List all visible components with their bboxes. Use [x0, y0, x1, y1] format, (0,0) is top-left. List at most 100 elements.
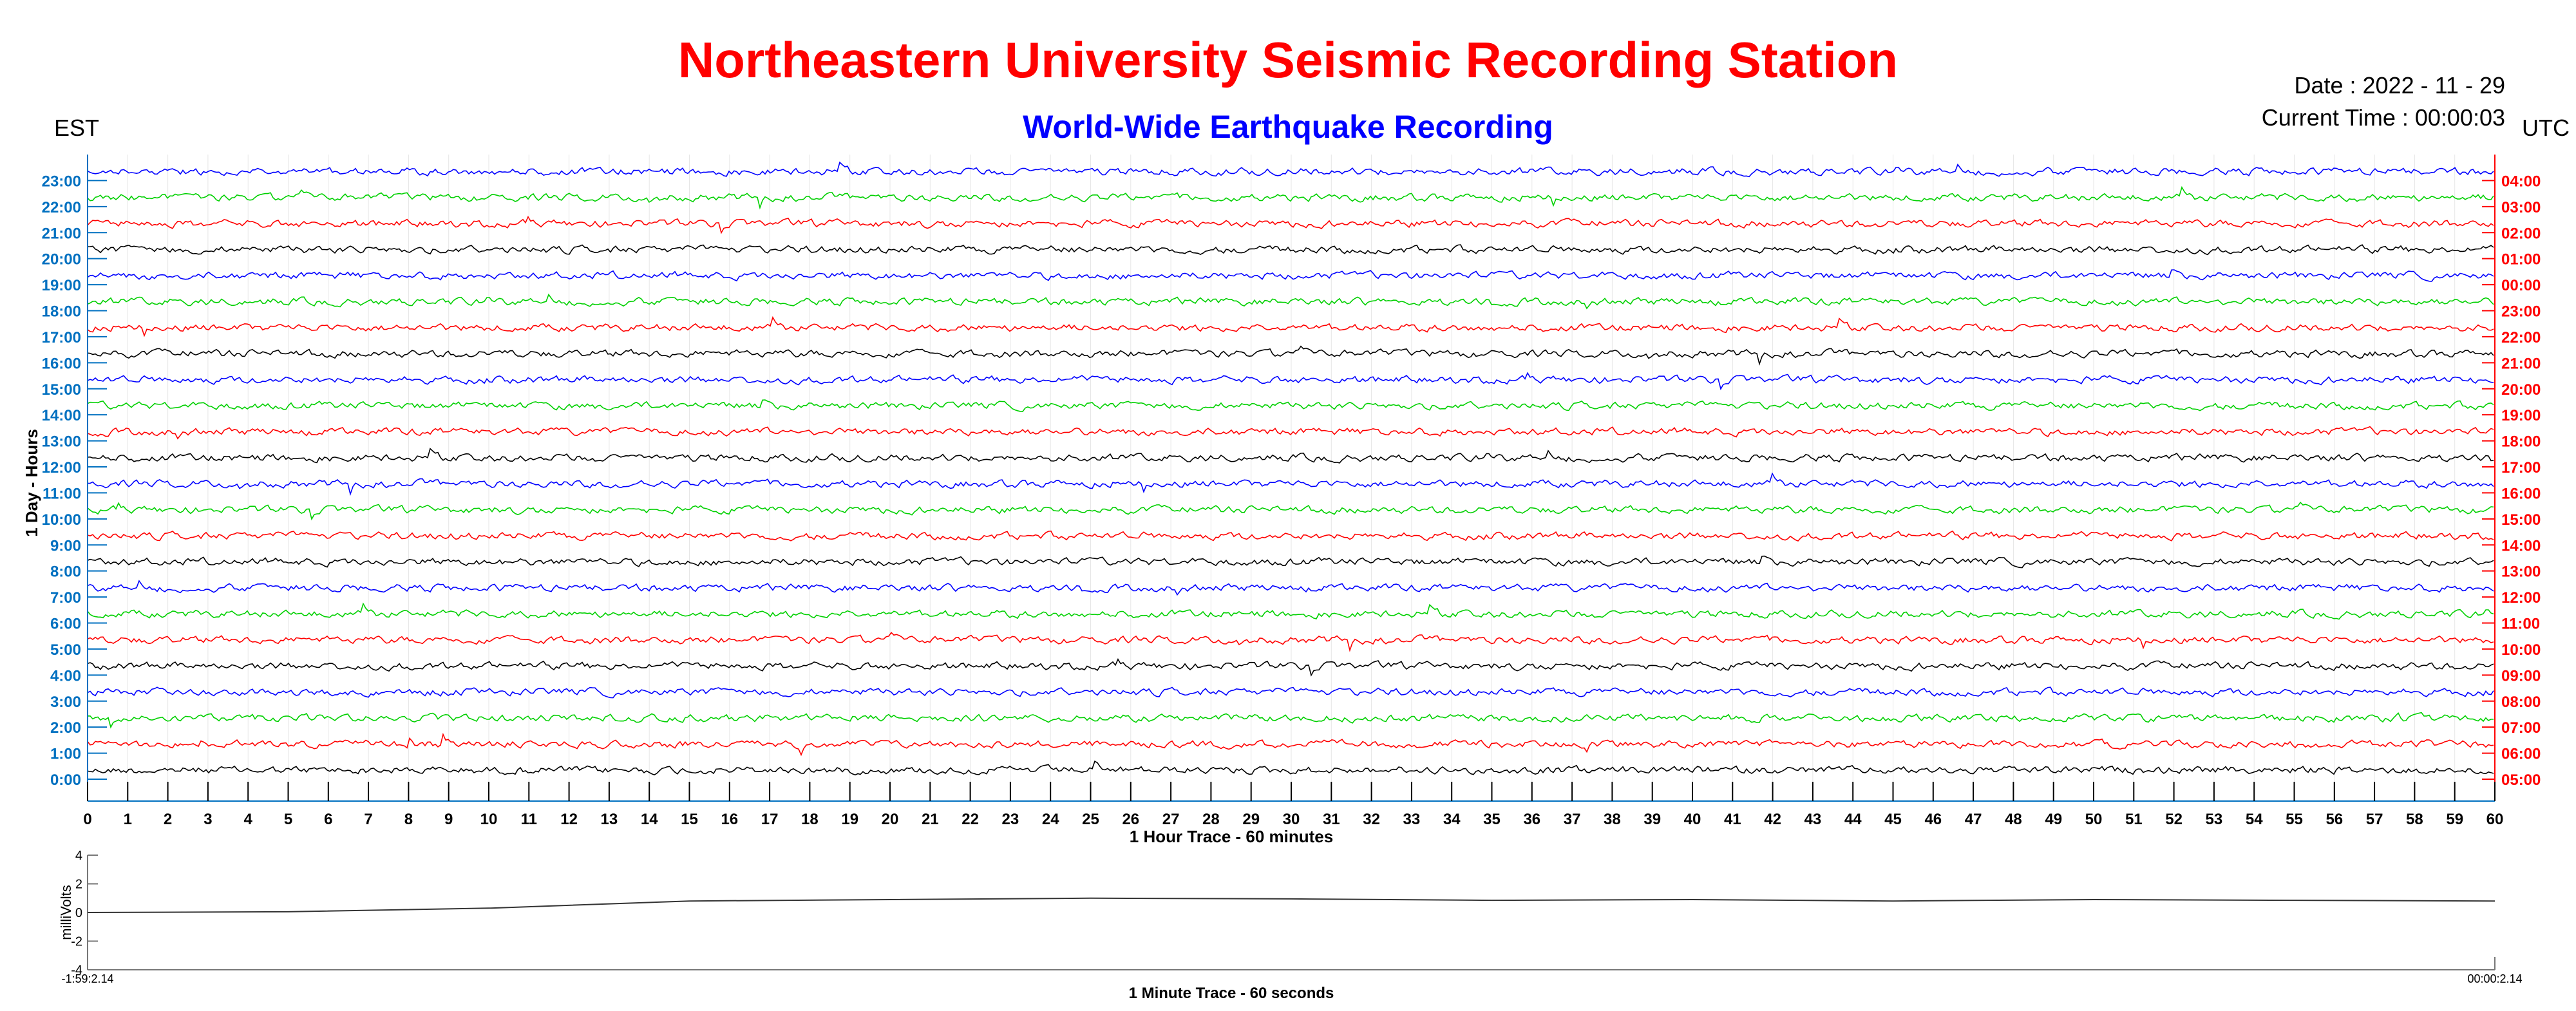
trace-hour-1:00 — [87, 732, 2494, 757]
x-tick-label-9: 9 — [444, 811, 453, 828]
x-tick-label-11: 11 — [521, 811, 537, 828]
x-tick-label-18: 18 — [801, 811, 819, 828]
x-tick-label-33: 33 — [1403, 811, 1421, 828]
est-hour-label-19:00: 19:00 — [42, 277, 81, 294]
utc-timezone-label: UTC — [2522, 115, 2570, 141]
x-tick-label-44: 44 — [1844, 811, 1862, 828]
utc-hour-label-14:00: 14:00 — [2501, 537, 2541, 554]
helicorder-axes: 0 1 2 3 4 5 6 7 8 9 10 11 12 13 14 15 16 17 18 19 20 21 22 23 24… — [42, 155, 2541, 828]
trace-hour-18:00 — [87, 293, 2494, 310]
x-tick-label-14: 14 — [641, 811, 658, 828]
x-tick-label-59: 59 — [2446, 811, 2463, 828]
utc-hour-label-18:00: 18:00 — [2501, 433, 2541, 451]
minute-trace-y-tick-label--4: -4 — [71, 963, 82, 978]
page-subtitle: World-Wide Earthquake Recording — [1023, 109, 1553, 145]
x-tick-label-41: 41 — [1724, 811, 1741, 828]
x-tick-label-50: 50 — [2085, 811, 2103, 828]
trace-hour-22:00 — [87, 185, 2494, 210]
minute-trace-start-label: -1:59:2.14 — [61, 972, 113, 985]
utc-hour-label-12:00: 12:00 — [2501, 589, 2541, 607]
utc-hour-label-13:00: 13:00 — [2501, 563, 2541, 581]
helicorder-y-axis-label: 1 Day - Hours — [22, 429, 41, 537]
trace-hour-10:00 — [87, 501, 2494, 521]
minute-trace-x-axis-label: 1 Minute Trace - 60 seconds — [1129, 985, 1334, 1002]
est-hour-label-10:00: 10:00 — [42, 511, 81, 529]
est-hour-label-0:00: 0:00 — [50, 771, 81, 789]
trace-hour-11:00 — [87, 472, 2494, 496]
x-tick-label-52: 52 — [2165, 811, 2183, 828]
utc-hour-label-09:00: 09:00 — [2501, 667, 2541, 685]
trace-hour-16:00 — [87, 345, 2494, 366]
x-tick-label-15: 15 — [681, 811, 698, 828]
x-tick-label-26: 26 — [1122, 811, 1139, 828]
utc-hour-label-21:00: 21:00 — [2501, 355, 2541, 372]
est-hour-label-2:00: 2:00 — [50, 719, 81, 737]
utc-hour-label-01:00: 01:00 — [2501, 251, 2541, 269]
trace-hour-7:00 — [87, 580, 2494, 596]
est-hour-label-20:00: 20:00 — [42, 251, 81, 269]
minute-trace-axes: 4 2 0 -2 -4 — [71, 849, 2496, 978]
est-hour-label-1:00: 1:00 — [50, 746, 81, 763]
x-tick-label-20: 20 — [882, 811, 899, 828]
x-tick-label-40: 40 — [1684, 811, 1701, 828]
trace-hour-8:00 — [87, 555, 2494, 569]
utc-hour-label-06:00: 06:00 — [2501, 746, 2541, 763]
minute-trace-y-axis-label: milliVolts — [58, 885, 74, 940]
utc-hour-label-16:00: 16:00 — [2501, 485, 2541, 502]
est-hour-label-12:00: 12:00 — [42, 459, 81, 477]
x-tick-label-49: 49 — [2045, 811, 2062, 828]
helicorder-chart: 0 1 2 3 4 5 6 7 8 9 10 11 12 13 14 15 16 17 18 19 20 21 22 23 24… — [22, 155, 2541, 1002]
est-hour-label-23:00: 23:00 — [42, 173, 81, 190]
x-tick-label-0: 0 — [83, 811, 91, 828]
x-tick-label-31: 31 — [1323, 811, 1340, 828]
x-tick-label-21: 21 — [922, 811, 939, 828]
est-hour-label-21:00: 21:00 — [42, 225, 81, 242]
current-time-readout: Current Time : 00:00:03 — [2261, 104, 2505, 131]
x-tick-label-28: 28 — [1202, 811, 1220, 828]
x-tick-label-58: 58 — [2406, 811, 2423, 828]
trace-hour-9:00 — [87, 530, 2494, 542]
x-tick-label-47: 47 — [1965, 811, 1982, 828]
utc-hour-label-10:00: 10:00 — [2501, 641, 2541, 659]
x-tick-label-35: 35 — [1483, 811, 1501, 828]
x-tick-label-43: 43 — [1804, 811, 1822, 828]
x-tick-label-8: 8 — [404, 811, 413, 828]
est-hour-label-3:00: 3:00 — [50, 694, 81, 711]
x-tick-label-45: 45 — [1884, 811, 1902, 828]
trace-hour-5:00 — [87, 632, 2494, 652]
trace-hour-21:00 — [87, 215, 2494, 234]
trace-hour-15:00 — [87, 372, 2494, 391]
utc-hour-label-04:00: 04:00 — [2501, 173, 2541, 190]
utc-hour-label-23:00: 23:00 — [2501, 303, 2541, 321]
utc-hour-label-02:00: 02:00 — [2501, 225, 2541, 242]
helicorder-grid — [87, 155, 2496, 801]
x-tick-label-38: 38 — [1604, 811, 1621, 828]
utc-hour-label-03:00: 03:00 — [2501, 199, 2541, 216]
utc-hour-label-17:00: 17:00 — [2501, 459, 2541, 477]
x-tick-label-6: 6 — [324, 811, 332, 828]
page-title: Northeastern University Seismic Recordin… — [677, 32, 1899, 88]
x-tick-label-32: 32 — [1363, 811, 1380, 828]
x-tick-label-57: 57 — [2366, 811, 2383, 828]
est-hour-label-16:00: 16:00 — [42, 355, 81, 372]
est-hour-label-9:00: 9:00 — [50, 537, 81, 554]
est-hour-label-11:00: 11:00 — [43, 485, 81, 502]
x-tick-label-24: 24 — [1042, 811, 1059, 828]
x-tick-label-23: 23 — [1002, 811, 1019, 828]
utc-hour-label-07:00: 07:00 — [2501, 719, 2541, 737]
est-hour-label-13:00: 13:00 — [42, 433, 81, 451]
x-tick-label-13: 13 — [601, 811, 618, 828]
x-tick-label-34: 34 — [1443, 811, 1461, 828]
minute-trace-series-line — [87, 897, 2496, 913]
x-tick-label-25: 25 — [1082, 811, 1099, 828]
x-tick-label-48: 48 — [2005, 811, 2022, 828]
utc-hour-label-20:00: 20:00 — [2501, 381, 2541, 399]
trace-hour-23:00 — [87, 161, 2494, 178]
x-tick-label-5: 5 — [284, 811, 292, 828]
utc-hour-label-08:00: 08:00 — [2501, 694, 2541, 711]
x-tick-label-53: 53 — [2206, 811, 2223, 828]
utc-hour-label-00:00: 00:00 — [2501, 277, 2541, 294]
helicorder-x-axis-label: 1 Hour Trace - 60 minutes — [1130, 827, 1333, 846]
trace-hour-0:00 — [87, 761, 2494, 776]
est-hour-label-5:00: 5:00 — [50, 641, 81, 659]
